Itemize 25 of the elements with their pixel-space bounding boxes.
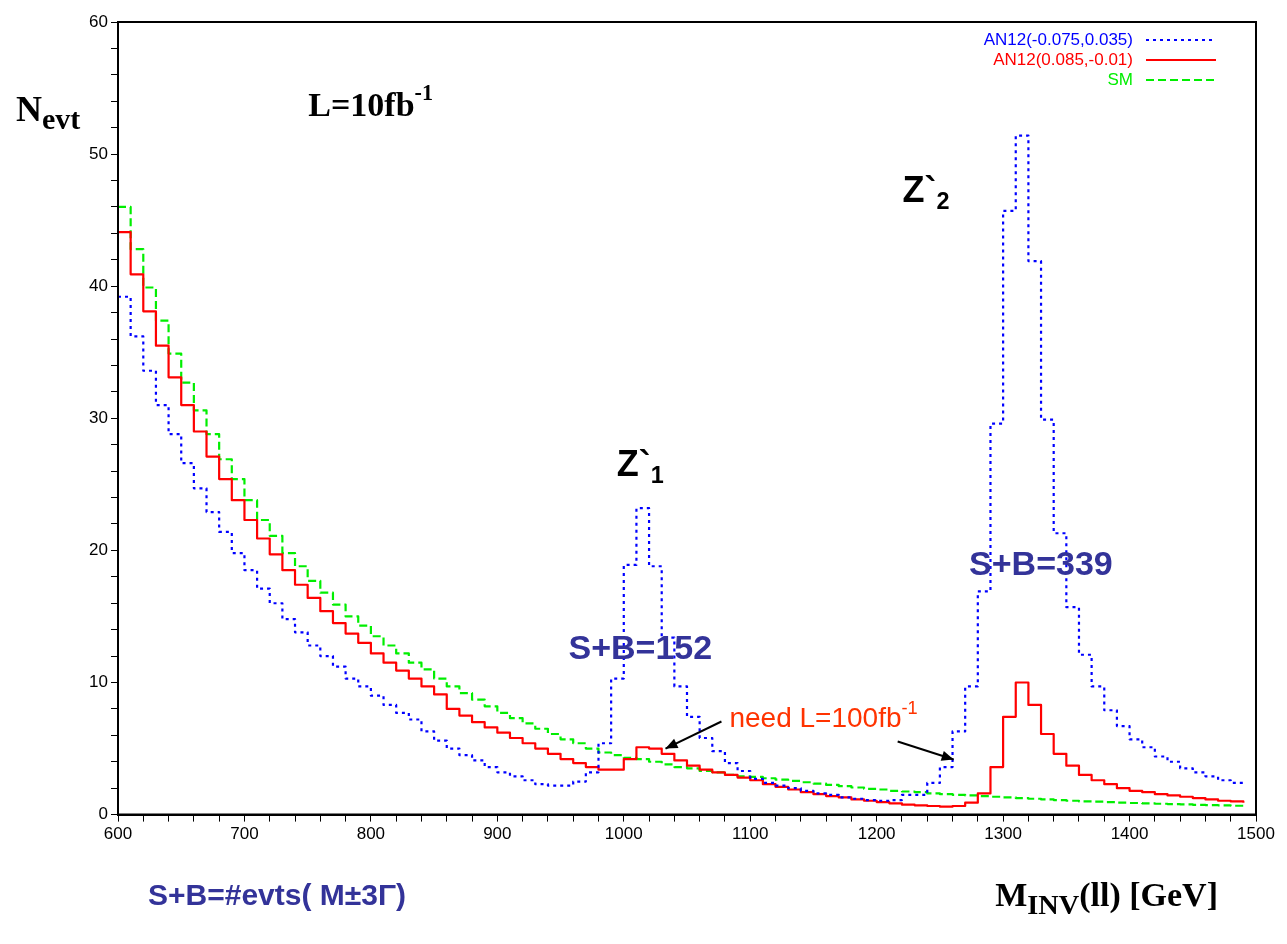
x-tick-label: 600 [103, 824, 133, 844]
x-tick-label: 1100 [731, 824, 769, 844]
y-tick-label: 60 [89, 11, 108, 31]
annotation: S+B=152 [568, 628, 713, 667]
legend-label: AN12(0.085,-0.01) [993, 49, 1133, 69]
y-axis-title: N$_{evt}$ [16, 88, 81, 137]
x-tick-label: 800 [356, 824, 386, 844]
legend-label: AN12(-0.075,0.035) [983, 29, 1133, 49]
y-tick-label: 30 [89, 407, 108, 427]
legend-label: SM [1107, 69, 1133, 89]
y-tick-label: 10 [89, 672, 108, 692]
x-tick-label: 700 [230, 824, 259, 844]
x-tick-label: 900 [483, 824, 512, 844]
y-tick-label: 40 [89, 275, 108, 295]
annotation: S+B=339 [969, 544, 1113, 583]
y-tick-label: 20 [89, 540, 108, 560]
x-axis-title: M$_{INV}$(ll) [GeV] [995, 876, 1218, 921]
text: S+B=#evts( M±3Γ) [148, 878, 406, 912]
x-tick-label: 1000 [604, 824, 643, 844]
x-tick-label: 1500 [1237, 824, 1275, 844]
x-tick-label: 1400 [1110, 824, 1149, 844]
y-tick-label: 50 [89, 143, 108, 163]
x-tick-label: 1300 [984, 824, 1023, 844]
y-tick-label: 0 [98, 804, 108, 824]
x-tick-label: 1200 [857, 824, 896, 844]
